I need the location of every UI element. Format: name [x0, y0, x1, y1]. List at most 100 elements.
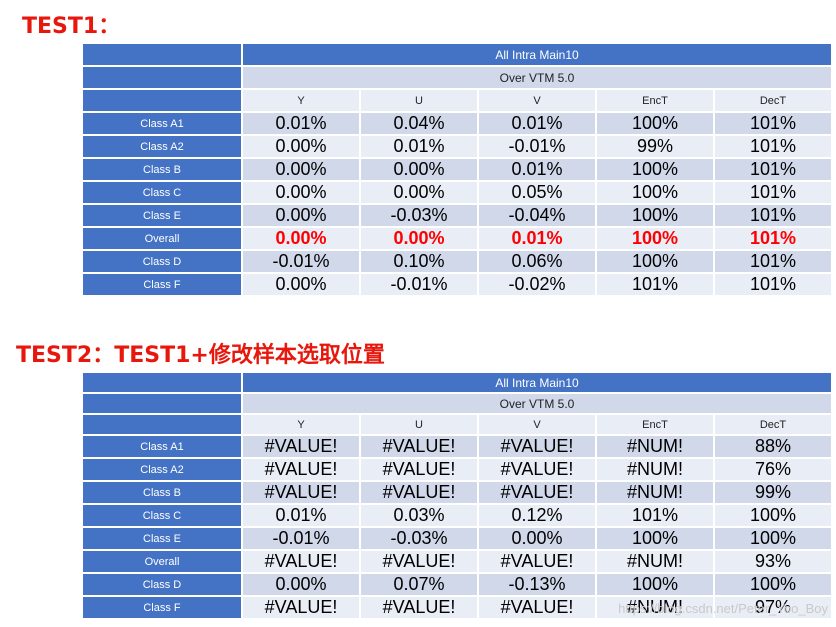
table-cell: -0.02%	[479, 274, 595, 295]
table-row: Class C 0.01% 0.03% 0.12% 101% 100%	[83, 505, 831, 526]
column-header-v: V	[479, 415, 595, 434]
table-cell: 0.00%	[243, 205, 359, 226]
table-cell: 76%	[715, 459, 831, 480]
table-title: All Intra Main10	[243, 44, 831, 65]
table-cell: 100%	[597, 228, 713, 249]
column-header-u: U	[361, 415, 477, 434]
table-corner-cell	[83, 415, 241, 434]
table-cell: #VALUE!	[361, 551, 477, 572]
table-cell: 0.01%	[479, 228, 595, 249]
table-row: Class D -0.01% 0.10% 0.06% 100% 101%	[83, 251, 831, 272]
table-cell: 101%	[597, 505, 713, 526]
row-label: Class A2	[83, 136, 241, 157]
column-header-dect: DecT	[715, 415, 831, 434]
table-cell: 0.05%	[479, 182, 595, 203]
row-label: Class D	[83, 251, 241, 272]
table-row: Class A2 #VALUE! #VALUE! #VALUE! #NUM! 76%	[83, 459, 831, 480]
table-cell: 93%	[715, 551, 831, 572]
table-cell: 0.12%	[479, 505, 595, 526]
table-cell: 0.07%	[361, 574, 477, 595]
table-row: Overall #VALUE! #VALUE! #VALUE! #NUM! 93%	[83, 551, 831, 572]
table-cell: 100%	[597, 159, 713, 180]
row-label: Class A1	[83, 436, 241, 457]
column-header-enct: EncT	[597, 90, 713, 111]
table-cell: 0.10%	[361, 251, 477, 272]
table-cell: 0.00%	[243, 228, 359, 249]
table-row: Class C 0.00% 0.00% 0.05% 100% 101%	[83, 182, 831, 203]
test1-heading: TEST1：	[22, 14, 121, 39]
table-cell: 101%	[715, 251, 831, 272]
table-subtitle: Over VTM 5.0	[243, 67, 831, 88]
table-cell: 0.00%	[361, 159, 477, 180]
table-corner-cell	[83, 373, 241, 392]
table-cell: #VALUE!	[361, 597, 477, 618]
table-cell: 0.00%	[361, 228, 477, 249]
table-cell: #VALUE!	[479, 459, 595, 480]
table-cell: 88%	[715, 436, 831, 457]
table-cell: 0.01%	[243, 505, 359, 526]
table-cell: #VALUE!	[243, 597, 359, 618]
table-cell: -0.01%	[361, 274, 477, 295]
table-cell: 0.00%	[243, 574, 359, 595]
table-cell: 0.01%	[243, 113, 359, 134]
table-cell: 97%	[715, 597, 831, 618]
row-label: Class E	[83, 528, 241, 549]
table-row: Overall 0.00% 0.00% 0.01% 100% 101%	[83, 228, 831, 249]
table-cell: #VALUE!	[361, 436, 477, 457]
table-cell: #NUM!	[597, 597, 713, 618]
table-cell: #VALUE!	[479, 436, 595, 457]
table-cell: 101%	[715, 136, 831, 157]
table-cell: -0.03%	[361, 528, 477, 549]
table-row: Class B 0.00% 0.00% 0.01% 100% 101%	[83, 159, 831, 180]
table-cell: -0.01%	[243, 528, 359, 549]
column-header-dect: DecT	[715, 90, 831, 111]
table-cell: -0.01%	[243, 251, 359, 272]
column-header-y: Y	[243, 415, 359, 434]
table-cell: 101%	[715, 205, 831, 226]
test1-table-body: Class A1 0.01% 0.04% 0.01% 100% 101% Class A2 0…	[83, 113, 831, 295]
table-cell: #NUM!	[597, 436, 713, 457]
table-cell: 101%	[715, 113, 831, 134]
row-label: Class B	[83, 482, 241, 503]
table-cell: -0.13%	[479, 574, 595, 595]
table-cell: 100%	[715, 528, 831, 549]
test2-heading: TEST2：TEST1+修改样本选取位置	[16, 343, 385, 368]
table-cell: 0.00%	[243, 274, 359, 295]
table-row: Class F 0.00% -0.01% -0.02% 101% 101%	[83, 274, 831, 295]
table-cell: #VALUE!	[361, 459, 477, 480]
table-cell: #VALUE!	[479, 597, 595, 618]
table-cell: #VALUE!	[243, 482, 359, 503]
table-cell: 100%	[597, 251, 713, 272]
table-cell: 101%	[597, 274, 713, 295]
table-cell: 0.00%	[479, 528, 595, 549]
table-cell: #NUM!	[597, 482, 713, 503]
table-cell: #VALUE!	[361, 482, 477, 503]
row-label: Class E	[83, 205, 241, 226]
table-cell: 100%	[597, 205, 713, 226]
table-cell: 100%	[715, 574, 831, 595]
table-cell: 0.00%	[243, 136, 359, 157]
table-cell: 100%	[597, 113, 713, 134]
table-cell: #NUM!	[597, 551, 713, 572]
table-cell: 0.00%	[243, 182, 359, 203]
table-cell: 100%	[715, 505, 831, 526]
table-cell: 0.00%	[243, 159, 359, 180]
column-header-y: Y	[243, 90, 359, 111]
row-label: Class C	[83, 182, 241, 203]
table-corner-cell	[83, 90, 241, 111]
table-cell: 100%	[597, 182, 713, 203]
row-label: Class C	[83, 505, 241, 526]
table-row: Class A1 #VALUE! #VALUE! #VALUE! #NUM! 88%	[83, 436, 831, 457]
column-header-enct: EncT	[597, 415, 713, 434]
table-cell: 100%	[597, 574, 713, 595]
table-cell: 101%	[715, 228, 831, 249]
test1-results-table: All Intra Main10 Over VTM 5.0 Y U V EncT…	[81, 42, 833, 297]
table-cell: 0.00%	[361, 182, 477, 203]
column-header-u: U	[361, 90, 477, 111]
table-cell: 0.06%	[479, 251, 595, 272]
row-label: Overall	[83, 228, 241, 249]
table-corner-cell	[83, 44, 241, 65]
table-cell: #NUM!	[597, 459, 713, 480]
table-cell: 101%	[715, 159, 831, 180]
table-row: Class A2 0.00% 0.01% -0.01% 99% 101%	[83, 136, 831, 157]
